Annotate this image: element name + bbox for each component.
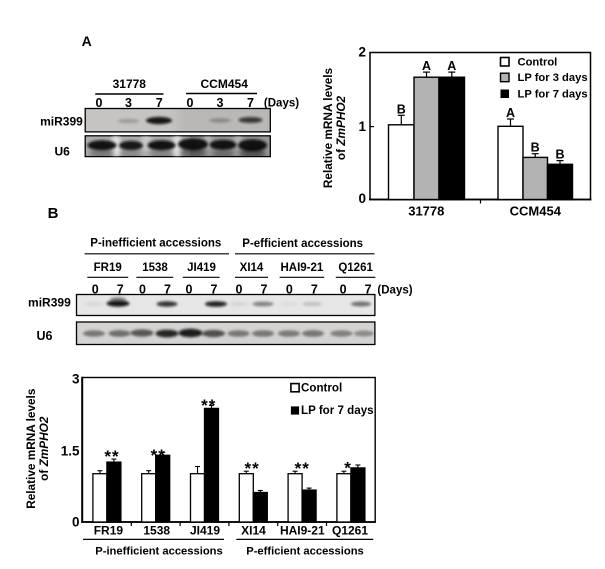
svg-text:7: 7 — [261, 283, 268, 297]
svg-text:1: 1 — [358, 119, 366, 134]
svg-text:*: * — [344, 458, 352, 477]
svg-text:CCM454: CCM454 — [510, 203, 562, 218]
svg-text:7: 7 — [117, 283, 124, 297]
svg-text:0: 0 — [186, 283, 193, 297]
svg-text:Q1261: Q1261 — [338, 262, 373, 274]
svg-text:Relative mRNA levels: Relative mRNA levels — [321, 67, 335, 188]
svg-text:0: 0 — [72, 515, 80, 530]
svg-text:B: B — [555, 148, 564, 162]
svg-text:HAI9-21: HAI9-21 — [280, 262, 323, 274]
svg-text:**: ** — [104, 447, 119, 466]
svg-text:0: 0 — [96, 96, 103, 110]
svg-text:LP for 7 days: LP for 7 days — [301, 404, 374, 417]
svg-text:0: 0 — [286, 283, 293, 297]
svg-text:1.5: 1.5 — [61, 444, 80, 459]
svg-text:LP for 7 days: LP for 7 days — [518, 89, 588, 101]
svg-text:7: 7 — [211, 283, 218, 297]
svg-text:Control: Control — [518, 57, 558, 69]
svg-text:7: 7 — [365, 283, 372, 297]
svg-text:A: A — [506, 106, 515, 120]
svg-text:P-efficient accessions: P-efficient accessions — [246, 546, 364, 558]
svg-text:Relative mRNA levels: Relative mRNA levels — [24, 388, 38, 509]
svg-text:P-efficient accessions: P-efficient accessions — [242, 238, 363, 250]
svg-text:A: A — [447, 59, 456, 73]
svg-text:B: B — [48, 205, 59, 222]
svg-text:0: 0 — [92, 283, 99, 297]
svg-text:A: A — [82, 33, 92, 49]
svg-text:of ZmPHO2: of ZmPHO2 — [334, 95, 348, 160]
svg-text:Control: Control — [301, 382, 342, 395]
svg-text:31778: 31778 — [408, 203, 444, 218]
svg-text:**: ** — [201, 396, 216, 415]
svg-text:**: ** — [244, 459, 259, 478]
svg-text:of ZmPHO2: of ZmPHO2 — [37, 416, 51, 481]
svg-text:7: 7 — [247, 96, 254, 110]
svg-text:3: 3 — [72, 372, 80, 387]
svg-text:miR399: miR399 — [40, 115, 83, 129]
svg-text:0: 0 — [236, 283, 243, 297]
svg-text:HAI9-21: HAI9-21 — [280, 524, 325, 538]
svg-text:0: 0 — [340, 283, 347, 297]
svg-text:B: B — [397, 103, 406, 117]
svg-text:(Days): (Days) — [377, 285, 412, 297]
svg-text:P-inefficient accessions: P-inefficient accessions — [95, 546, 222, 558]
svg-text:XI14: XI14 — [240, 262, 264, 274]
svg-text:2: 2 — [358, 45, 366, 60]
svg-text:31778: 31778 — [113, 77, 147, 91]
svg-text:miR399: miR399 — [28, 296, 71, 310]
svg-text:FR19: FR19 — [94, 524, 124, 538]
svg-text:FR19: FR19 — [94, 262, 122, 274]
svg-text:0: 0 — [139, 283, 146, 297]
svg-text:0: 0 — [187, 96, 194, 110]
svg-text:7: 7 — [164, 283, 171, 297]
svg-text:7: 7 — [311, 283, 318, 297]
svg-text:7: 7 — [156, 96, 163, 110]
svg-text:U6: U6 — [37, 329, 53, 343]
svg-text:1538: 1538 — [143, 524, 170, 538]
svg-text:JI419: JI419 — [190, 524, 220, 538]
svg-text:B: B — [531, 141, 540, 155]
svg-text:CCM454: CCM454 — [201, 77, 249, 91]
svg-text:Q1261: Q1261 — [332, 524, 368, 538]
svg-text:(Days): (Days) — [264, 98, 299, 110]
svg-text:3: 3 — [217, 96, 224, 110]
svg-text:XI14: XI14 — [241, 524, 266, 538]
svg-text:3: 3 — [125, 96, 132, 110]
svg-text:A: A — [422, 59, 431, 73]
svg-text:0: 0 — [358, 191, 366, 206]
svg-text:**: ** — [151, 446, 166, 465]
svg-text:1538: 1538 — [142, 262, 168, 274]
svg-text:P-inefficient accessions: P-inefficient accessions — [90, 238, 221, 250]
svg-text:U6: U6 — [55, 145, 71, 159]
svg-text:LP for 3 days: LP for 3 days — [518, 72, 588, 84]
svg-text:JI419: JI419 — [187, 262, 216, 274]
svg-text:**: ** — [295, 459, 310, 478]
